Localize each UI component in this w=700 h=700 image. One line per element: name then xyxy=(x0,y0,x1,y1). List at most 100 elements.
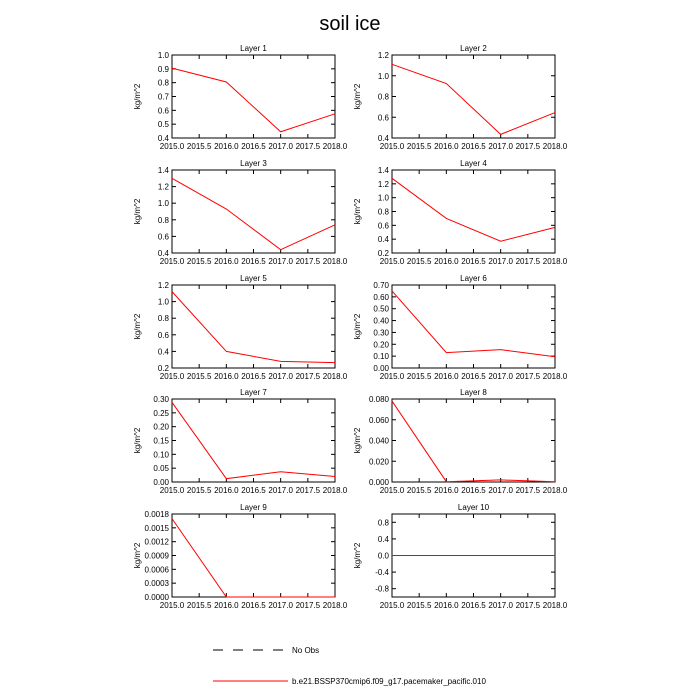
legend-label-model: b.e21.BSSP370cmip6.f09_g17.pacemaker_pac… xyxy=(292,677,486,686)
x-tick-label: 2018.0 xyxy=(323,372,348,381)
x-tick-label: 2017.5 xyxy=(296,257,321,266)
plot-frame xyxy=(171,169,336,254)
y-tick-label: 1.4 xyxy=(378,166,390,175)
x-tick-label: 2015.5 xyxy=(187,486,212,495)
plot-frame xyxy=(391,169,556,254)
y-tick-label: -0.8 xyxy=(375,585,389,594)
panel-title: Layer 6 xyxy=(460,274,487,283)
y-tick-label: 1.2 xyxy=(378,51,390,60)
y-axis-label: kg/m^2 xyxy=(353,542,362,568)
y-tick-label: 0.6 xyxy=(378,221,390,230)
y-tick-label: 0.8 xyxy=(158,216,170,225)
y-tick-label: 0.6 xyxy=(158,106,170,115)
y-tick-label: 0.0015 xyxy=(145,524,170,533)
series-line xyxy=(171,177,336,251)
y-tick-label: 0.10 xyxy=(373,352,389,361)
y-tick-label: 0.0006 xyxy=(145,565,170,574)
panel-title: Layer 7 xyxy=(240,388,267,397)
legend-label-no-obs: No Obs xyxy=(292,646,319,655)
y-tick-label: 0.8 xyxy=(378,208,390,217)
y-tick-label: 0.060 xyxy=(369,416,390,425)
series-line xyxy=(171,518,335,598)
y-tick-label: 0.0018 xyxy=(145,510,170,519)
x-tick-label: 2017.0 xyxy=(268,486,293,495)
x-tick-label: 2015.5 xyxy=(187,257,212,266)
y-tick-label: 1.0 xyxy=(378,194,390,203)
x-tick-label: 2018.0 xyxy=(543,486,568,495)
series-line xyxy=(391,290,556,358)
x-tick-label: 2017.5 xyxy=(516,142,541,151)
x-tick-label: 2016.0 xyxy=(434,257,459,266)
y-axis-label: kg/m^2 xyxy=(353,83,362,109)
y-tick-label: 0.00 xyxy=(373,364,389,373)
y-tick-label: 0.05 xyxy=(153,464,169,473)
x-tick-label: 2017.0 xyxy=(268,257,293,266)
y-tick-label: 0.4 xyxy=(378,235,390,244)
x-tick-label: 2017.0 xyxy=(488,142,513,151)
panel-title: Layer 9 xyxy=(240,503,267,512)
chart-title: soil ice xyxy=(319,13,380,35)
x-tick-label: 2015.5 xyxy=(407,257,432,266)
y-tick-label: 0.4 xyxy=(378,134,390,143)
y-axis-label: kg/m^2 xyxy=(353,198,362,224)
x-tick-label: 2016.5 xyxy=(461,142,486,151)
x-tick-label: 2015.5 xyxy=(187,142,212,151)
y-tick-label: 0.30 xyxy=(373,328,389,337)
y-axis-label: kg/m^2 xyxy=(353,427,362,453)
y-tick-label: 0.020 xyxy=(369,457,390,466)
y-tick-label: 0.2 xyxy=(378,249,390,258)
x-tick-label: 2015.5 xyxy=(407,601,432,610)
plot-frame xyxy=(171,54,336,139)
x-tick-label: 2018.0 xyxy=(543,257,568,266)
y-tick-label: 1.0 xyxy=(158,199,170,208)
series-line xyxy=(391,400,556,483)
series-line xyxy=(171,67,336,133)
series-line xyxy=(171,291,336,364)
x-tick-label: 2015.0 xyxy=(160,486,185,495)
y-tick-label: 0.8 xyxy=(158,314,170,323)
x-tick-label: 2017.5 xyxy=(296,601,321,610)
y-tick-label: 0.70 xyxy=(373,281,389,290)
x-tick-label: 2018.0 xyxy=(323,486,348,495)
x-tick-label: 2016.0 xyxy=(434,486,459,495)
x-tick-label: 2016.0 xyxy=(214,257,239,266)
y-axis-label: kg/m^2 xyxy=(133,198,142,224)
plot-frame xyxy=(391,54,556,139)
plot-frame xyxy=(171,513,336,598)
x-tick-label: 2016.0 xyxy=(214,601,239,610)
y-axis-label: kg/m^2 xyxy=(133,427,142,453)
x-tick-label: 2016.5 xyxy=(241,486,266,495)
x-tick-label: 2016.0 xyxy=(214,142,239,151)
y-tick-label: 0.50 xyxy=(373,305,389,314)
x-tick-label: 2016.0 xyxy=(434,601,459,610)
y-tick-label: 1.4 xyxy=(158,166,170,175)
y-tick-label: 0.40 xyxy=(373,317,389,326)
x-tick-label: 2017.0 xyxy=(488,257,513,266)
y-tick-label: 0.0000 xyxy=(145,593,170,602)
y-tick-label: 0.0 xyxy=(378,552,390,561)
y-tick-label: 0.7 xyxy=(158,93,170,102)
y-tick-label: 0.30 xyxy=(153,395,169,404)
series-line xyxy=(171,402,336,480)
y-tick-label: 1.0 xyxy=(378,72,390,81)
y-axis-label: kg/m^2 xyxy=(133,83,142,109)
series-line xyxy=(391,63,556,135)
x-tick-label: 2015.0 xyxy=(380,601,405,610)
x-tick-label: 2016.0 xyxy=(214,372,239,381)
x-tick-label: 2015.5 xyxy=(407,142,432,151)
y-tick-label: 0.4 xyxy=(158,249,170,258)
y-tick-label: 0.4 xyxy=(158,347,170,356)
x-tick-label: 2017.5 xyxy=(516,372,541,381)
x-tick-label: 2016.0 xyxy=(434,142,459,151)
panel-title: Layer 8 xyxy=(460,388,487,397)
x-tick-label: 2016.5 xyxy=(241,372,266,381)
x-tick-label: 2016.0 xyxy=(214,486,239,495)
x-tick-label: 2015.0 xyxy=(160,372,185,381)
y-tick-label: 0.00 xyxy=(153,478,169,487)
x-tick-label: 2016.5 xyxy=(461,372,486,381)
